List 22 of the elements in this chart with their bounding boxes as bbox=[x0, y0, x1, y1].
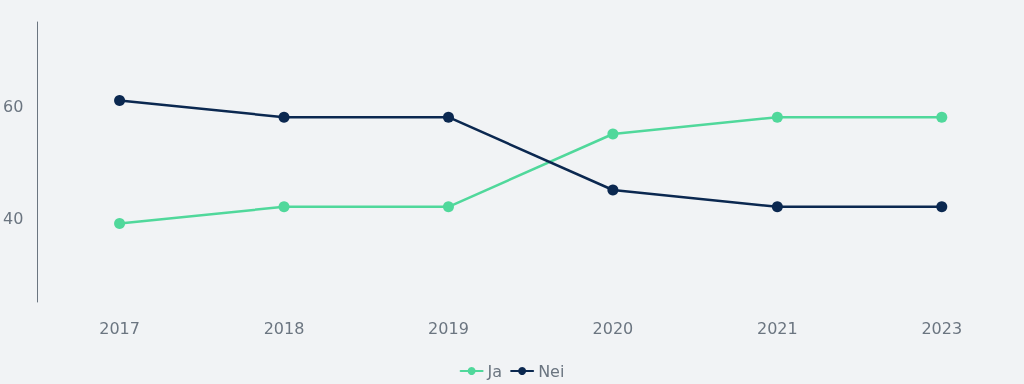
x-tick-label: 2020 bbox=[592, 318, 634, 338]
x-tick-label: 2021 bbox=[756, 318, 798, 338]
point bbox=[936, 111, 948, 123]
legend-label: Ja bbox=[486, 361, 503, 381]
point bbox=[114, 218, 126, 230]
y-tick-label: 40 bbox=[3, 208, 24, 228]
x-tick-label: 2019 bbox=[428, 318, 469, 338]
point bbox=[771, 111, 783, 123]
point bbox=[278, 201, 290, 213]
point bbox=[607, 128, 619, 140]
x-tick-label: 2023 bbox=[921, 318, 963, 338]
point bbox=[114, 94, 126, 106]
x-tick-label: 2017 bbox=[99, 318, 140, 338]
point bbox=[442, 111, 454, 123]
point bbox=[442, 201, 454, 213]
legend-label: Nei bbox=[538, 361, 565, 381]
point bbox=[936, 201, 948, 213]
x-tick-label: 2018 bbox=[263, 318, 305, 338]
point bbox=[771, 201, 783, 213]
y-tick-label: 60 bbox=[3, 96, 24, 116]
point bbox=[607, 184, 619, 196]
point bbox=[278, 111, 290, 123]
